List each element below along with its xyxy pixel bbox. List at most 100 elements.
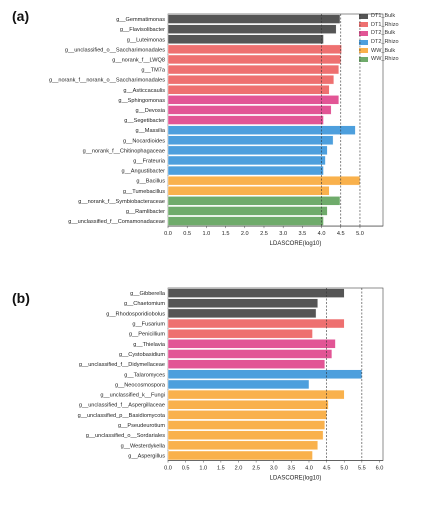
x-tick-label: 0.0 (164, 231, 172, 237)
x-tick-label: 2.5 (260, 231, 268, 237)
category-label: g__Rhodosporidiobolus (106, 311, 165, 317)
bar (167, 339, 336, 349)
category-label: g__Cystobasidium (119, 352, 165, 358)
x-tick-label: 3.5 (298, 231, 306, 237)
bar (167, 288, 345, 298)
category-label: g__Ramlibacter (126, 209, 165, 215)
panel-label-b: (b) (12, 290, 30, 306)
bar (167, 206, 328, 216)
x-tick-label: 2.0 (235, 466, 243, 472)
bar (167, 155, 326, 166)
category-label: g__Bacillus (136, 179, 165, 185)
bar (167, 186, 330, 196)
category-label: g__Tumebacillus (123, 189, 165, 195)
bar (167, 44, 342, 55)
legend-swatch (359, 22, 368, 28)
bar (167, 105, 332, 115)
bar (167, 369, 363, 379)
category-label: g__norank_f__norank_o__Saccharimonadales (49, 78, 165, 84)
bar (167, 125, 356, 135)
x-tick-label: 3.0 (270, 466, 278, 472)
category-label: g__norank_f__LWQ8 (112, 57, 165, 63)
category-label: g__Massilia (135, 128, 165, 134)
bar (167, 359, 326, 369)
x-tick-label: 0.5 (183, 231, 191, 237)
bar (167, 349, 333, 359)
bar (167, 318, 345, 329)
category-label: g__TM7a (141, 68, 166, 74)
x-tick-label: 1.5 (217, 466, 225, 472)
category-label: g__unclassified_o__Sordariales (86, 433, 166, 439)
category-label: g__norank_f__Symbiobacteraceae (78, 199, 165, 205)
category-label: g__unclassified_f__Aspergillaceae (79, 403, 165, 409)
bar (167, 329, 313, 339)
x-tick-label: 5.0 (356, 231, 364, 237)
bar (167, 115, 324, 125)
category-label: g__Gemmatimonas (116, 17, 165, 23)
legend-item: DT1_Rhizo (359, 21, 399, 30)
category-label: g__Talaromyces (124, 372, 165, 378)
x-tick-label: 3.5 (287, 466, 295, 472)
bar (167, 95, 340, 105)
category-label: g__unclassified_p__Basidiomycota (78, 413, 166, 419)
x-tick-label: 5.0 (340, 466, 348, 472)
x-tick-label: 5.5 (358, 466, 366, 472)
category-label: g__Frateuria (133, 158, 166, 164)
bar (167, 298, 318, 308)
category-label: g__Aspergillus (128, 453, 165, 459)
category-label: g__Asticcacaulis (123, 88, 165, 94)
category-label: g__unclassified_f__Comamonadaceae (68, 219, 165, 225)
category-label: g__Angustibacter (121, 169, 165, 175)
category-label: g__Flavisolibacter (120, 27, 165, 33)
category-label: g__Chaetomium (124, 301, 165, 307)
x-tick-label: 2.0 (241, 231, 249, 237)
x-tick-label: 2.5 (252, 466, 260, 472)
bar (167, 379, 310, 390)
bar (167, 14, 341, 24)
category-label: g__Fusarium (132, 322, 165, 328)
legend-swatch (359, 13, 368, 19)
bar (167, 440, 318, 451)
x-tick-label: 4.0 (318, 231, 326, 237)
x-tick-label: 4.5 (323, 466, 331, 472)
bar (167, 85, 330, 95)
category-label: g__norank_f__Chitinophagaceae (83, 148, 165, 154)
bar (167, 308, 317, 319)
x-tick-label: 0.5 (182, 466, 190, 472)
bar (167, 216, 324, 226)
panel-label-a: (a) (12, 8, 30, 24)
x-tick-label: 0.0 (164, 466, 172, 472)
bar (167, 430, 324, 440)
category-label: g__Devosia (135, 108, 165, 114)
x-tick-label: 4.5 (337, 231, 345, 237)
bar (167, 64, 340, 75)
category-label: g__Neocosmospora (115, 382, 166, 388)
category-label: g__Thielavia (133, 342, 166, 348)
bar (167, 54, 341, 65)
category-label: g__unclassified_k__Fungi (100, 393, 165, 399)
legend-label: DT1_Rhizo (371, 21, 399, 28)
bar (167, 135, 334, 145)
x-tick-label: 1.0 (199, 466, 207, 472)
category-label: g__unclassified_f__Didymellaceae (79, 362, 165, 368)
category-label: g__Westerdykella (121, 443, 166, 449)
legend-label: WW_Rhizo (371, 56, 399, 63)
legend-label: DT2_Rhizo (371, 39, 399, 46)
bar (167, 450, 313, 461)
x-tick-label: 1.0 (203, 231, 211, 237)
legend-swatch (359, 30, 368, 36)
bar (167, 34, 324, 44)
legend-item: WW_Rhizo (359, 55, 399, 64)
legend-swatch (359, 56, 368, 62)
category-label: g__Gibberella (130, 291, 166, 297)
legend-swatch (359, 48, 368, 54)
bar (167, 74, 335, 85)
bar (167, 400, 329, 410)
x-tick-label: 1.5 (222, 231, 230, 237)
legend-swatch (359, 39, 368, 45)
category-label: g__Nocardioides (123, 138, 165, 144)
category-label: g__Pseudeurotium (118, 423, 165, 429)
x-tick-label: 6.0 (376, 466, 384, 472)
category-label: g__Segetibacter (124, 118, 165, 124)
x-axis-label: LDASCORE(log10) (270, 476, 322, 482)
